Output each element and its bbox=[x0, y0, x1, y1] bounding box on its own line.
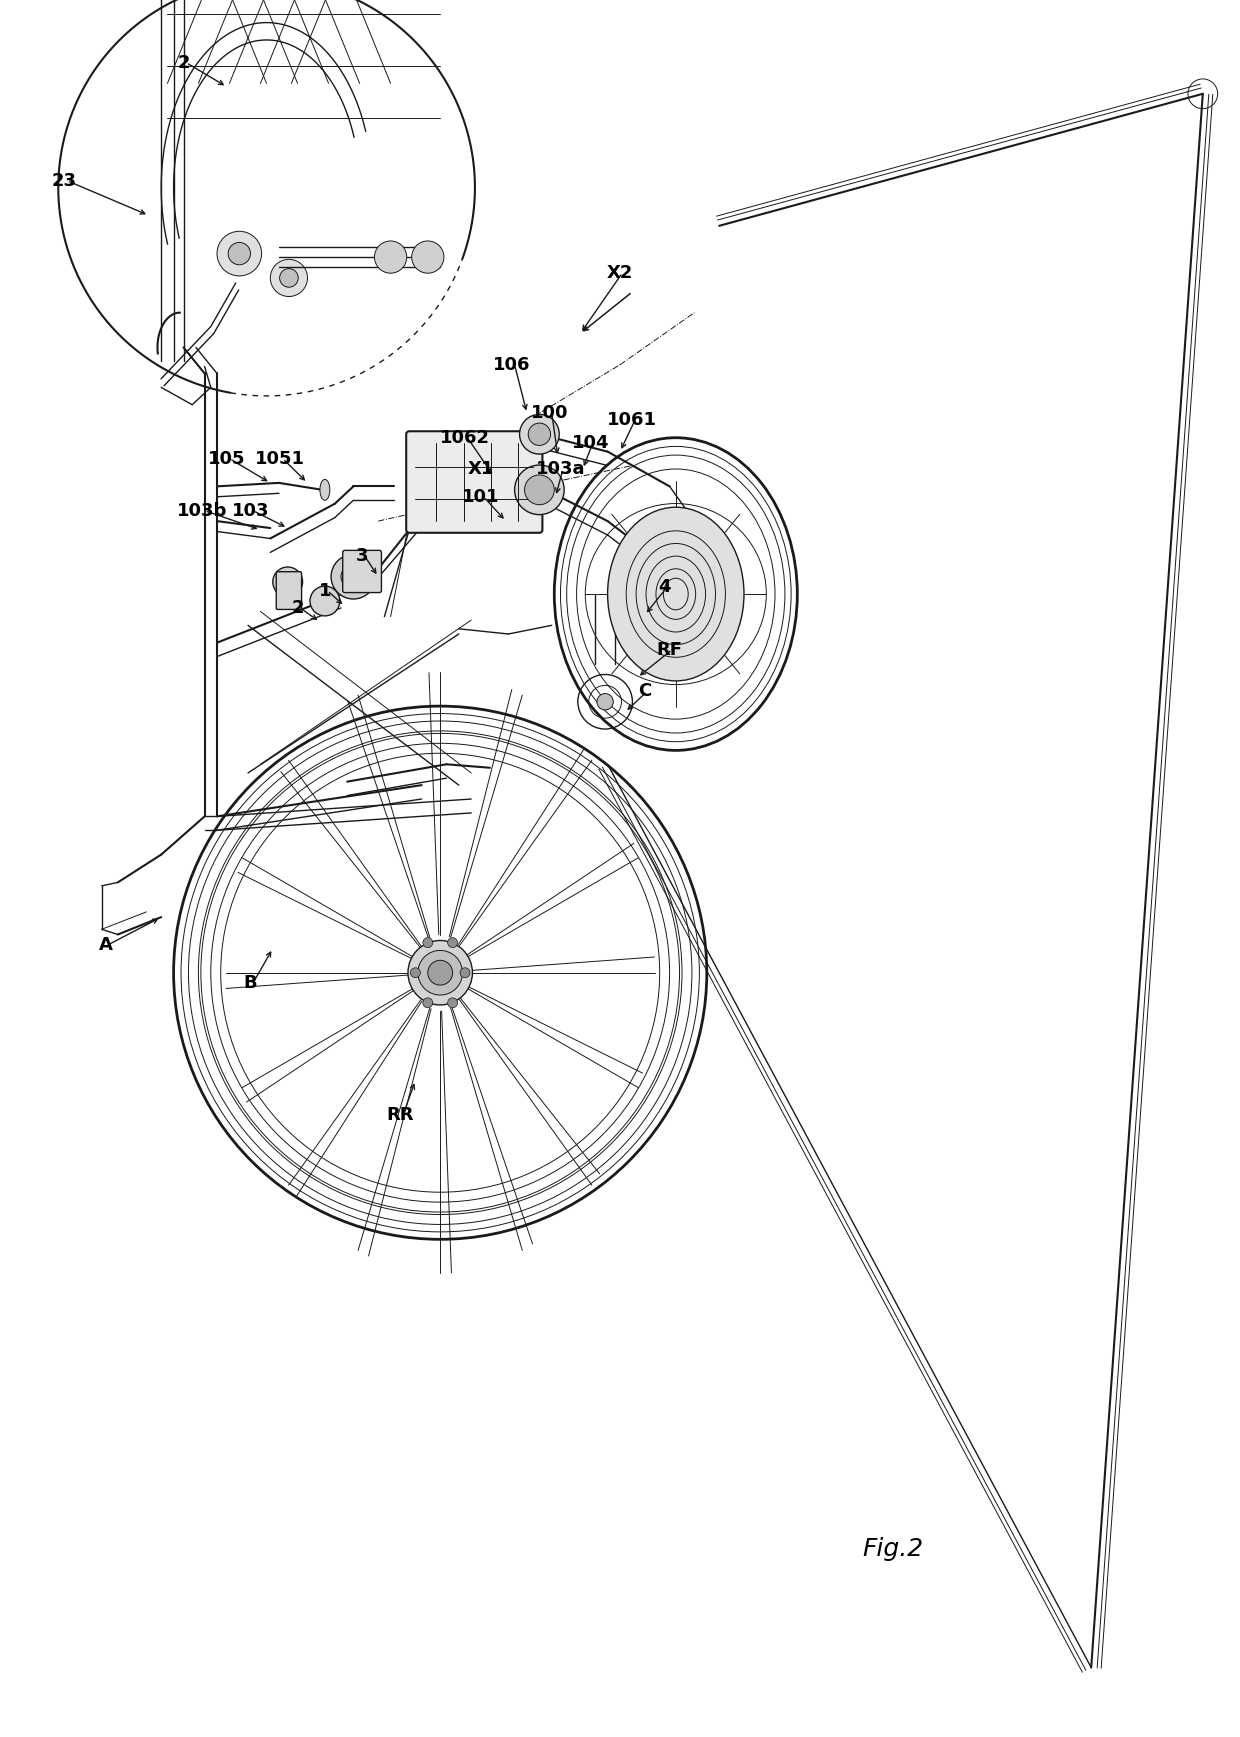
Circle shape bbox=[418, 950, 463, 995]
Circle shape bbox=[596, 693, 614, 710]
Text: RR: RR bbox=[387, 1106, 414, 1124]
Text: 103a: 103a bbox=[536, 460, 585, 478]
Text: Fig.2: Fig.2 bbox=[862, 1537, 924, 1562]
Text: 106: 106 bbox=[494, 356, 531, 373]
Text: A: A bbox=[98, 936, 113, 954]
Text: 103b: 103b bbox=[177, 502, 227, 519]
Text: 1062: 1062 bbox=[440, 429, 490, 446]
Ellipse shape bbox=[608, 507, 744, 681]
Circle shape bbox=[408, 940, 472, 1006]
Circle shape bbox=[279, 269, 298, 287]
Circle shape bbox=[515, 466, 564, 514]
Text: 100: 100 bbox=[531, 405, 568, 422]
Circle shape bbox=[520, 415, 559, 453]
Circle shape bbox=[310, 585, 340, 617]
Text: 1061: 1061 bbox=[608, 412, 657, 429]
Circle shape bbox=[341, 565, 366, 589]
Circle shape bbox=[374, 241, 407, 273]
Text: 23: 23 bbox=[52, 172, 77, 189]
Circle shape bbox=[525, 474, 554, 505]
Text: 1051: 1051 bbox=[255, 450, 305, 467]
FancyBboxPatch shape bbox=[342, 551, 382, 592]
Circle shape bbox=[448, 938, 458, 948]
Text: C: C bbox=[639, 683, 651, 700]
Text: 3: 3 bbox=[356, 547, 368, 565]
Circle shape bbox=[428, 961, 453, 985]
FancyBboxPatch shape bbox=[407, 431, 542, 533]
Circle shape bbox=[228, 243, 250, 264]
Circle shape bbox=[423, 938, 433, 948]
Circle shape bbox=[410, 968, 420, 978]
Circle shape bbox=[217, 231, 262, 276]
Circle shape bbox=[460, 968, 470, 978]
Circle shape bbox=[528, 424, 551, 445]
Text: 4: 4 bbox=[658, 578, 671, 596]
Text: 2: 2 bbox=[291, 599, 304, 617]
Text: B: B bbox=[244, 974, 257, 992]
Ellipse shape bbox=[320, 479, 330, 500]
Text: 103: 103 bbox=[232, 502, 269, 519]
FancyBboxPatch shape bbox=[277, 571, 301, 610]
Circle shape bbox=[331, 554, 376, 599]
Text: 1: 1 bbox=[319, 582, 331, 599]
Circle shape bbox=[279, 573, 296, 591]
Circle shape bbox=[423, 997, 433, 1007]
Text: 101: 101 bbox=[463, 488, 500, 505]
Circle shape bbox=[412, 241, 444, 273]
Circle shape bbox=[270, 259, 308, 297]
Text: X1: X1 bbox=[467, 460, 495, 478]
Text: 104: 104 bbox=[572, 434, 609, 452]
Text: 105: 105 bbox=[208, 450, 246, 467]
Circle shape bbox=[448, 997, 458, 1007]
Text: 2: 2 bbox=[177, 54, 190, 71]
Circle shape bbox=[273, 566, 303, 598]
Text: RF: RF bbox=[657, 641, 682, 658]
Text: X2: X2 bbox=[606, 264, 634, 281]
